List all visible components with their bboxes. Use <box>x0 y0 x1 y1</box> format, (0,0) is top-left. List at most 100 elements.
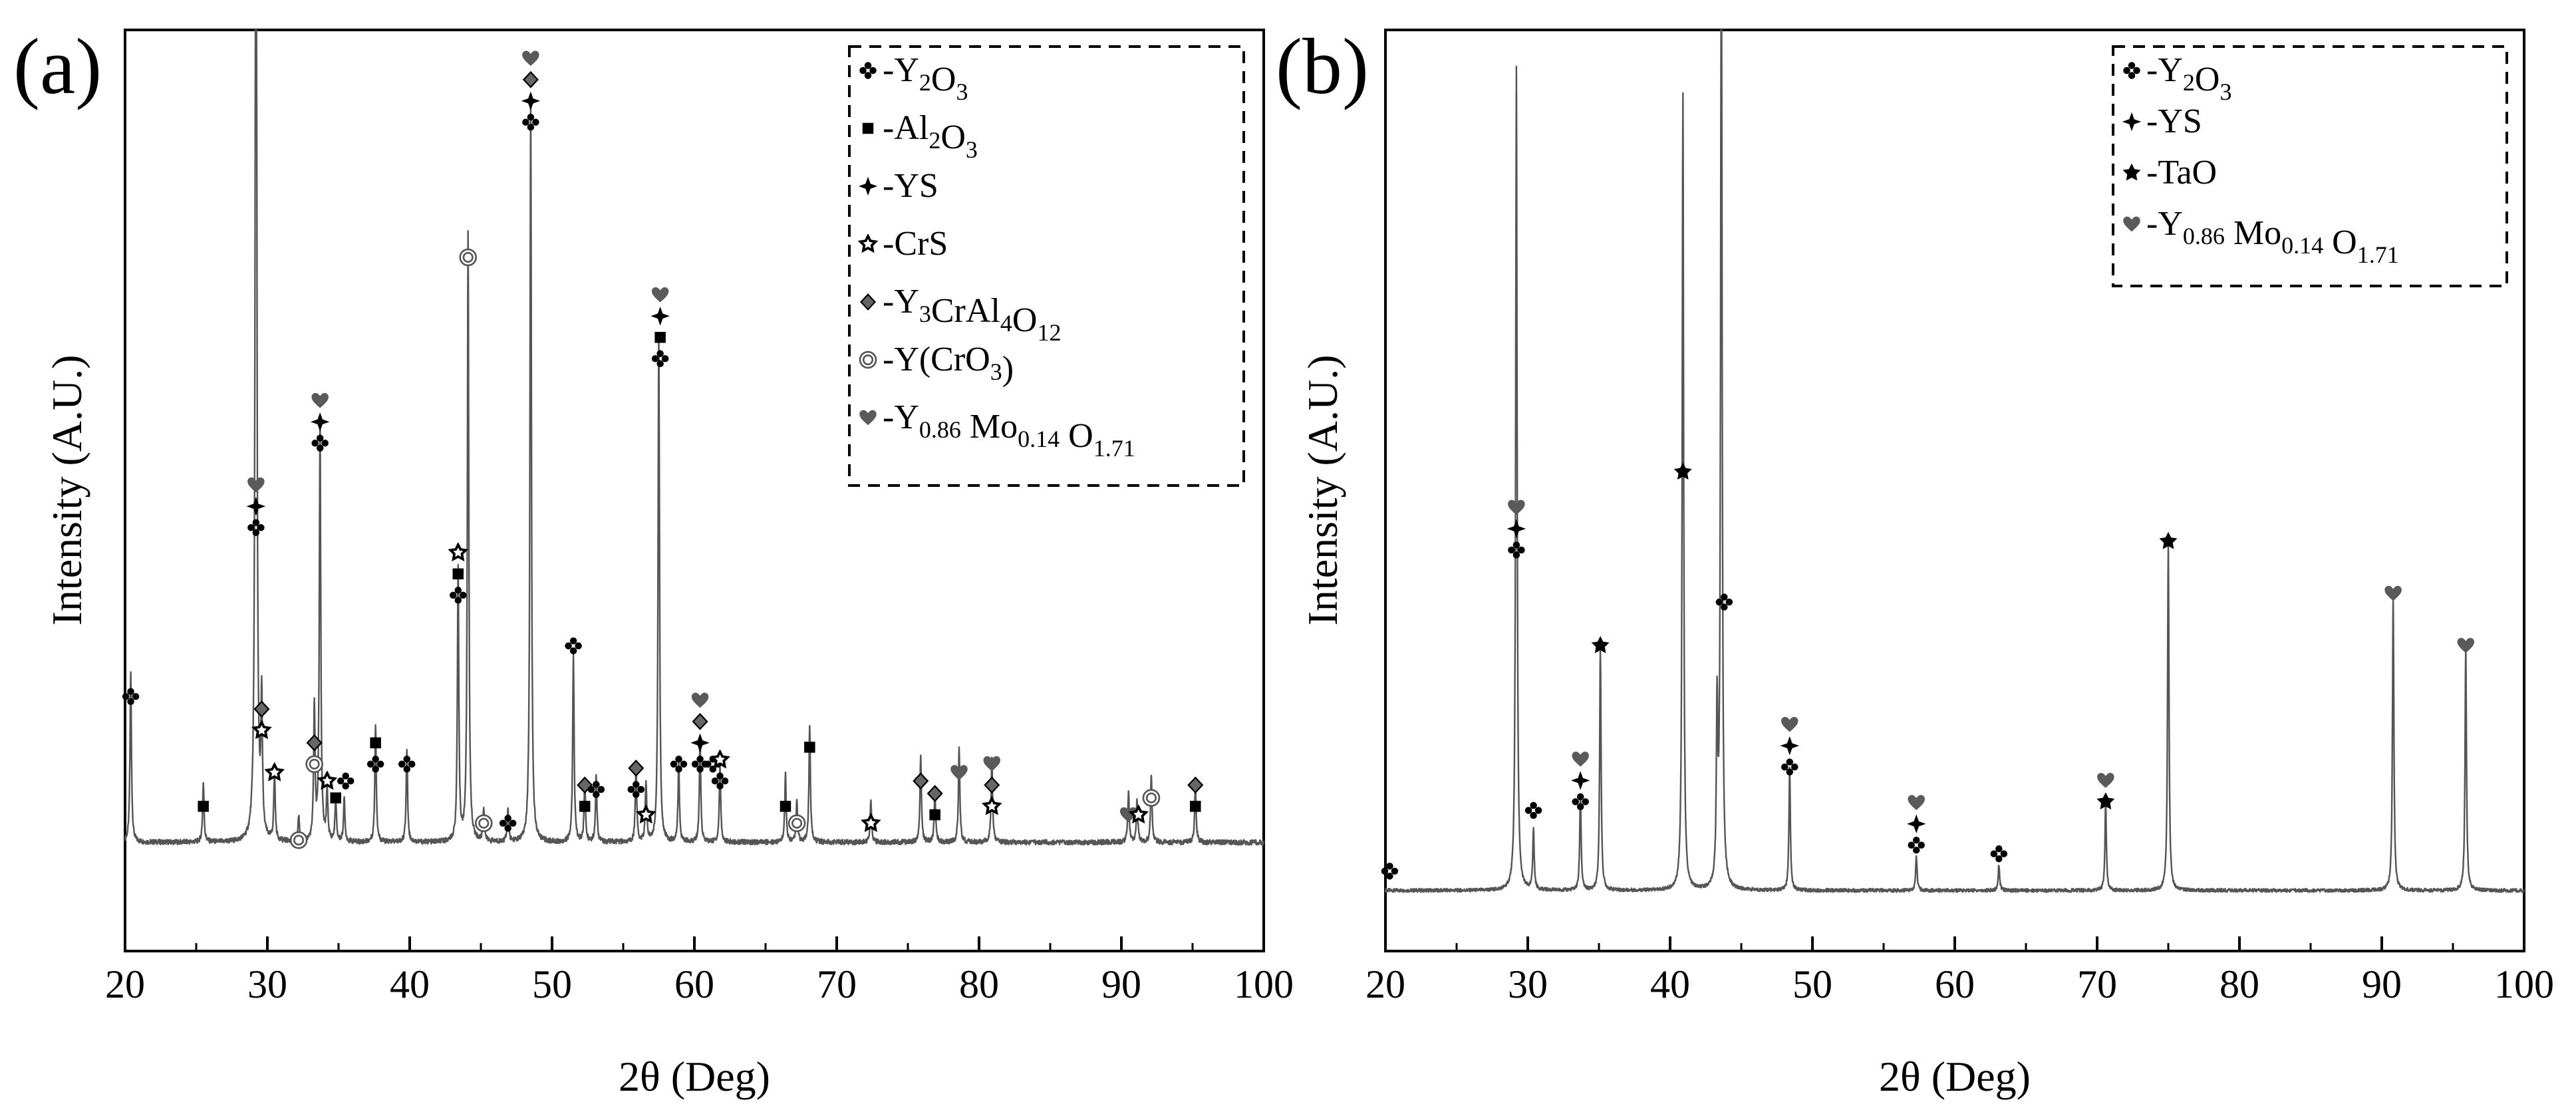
peak-marker-stack <box>1506 499 1526 559</box>
x-tick-label: 80 <box>2219 962 2259 1006</box>
peak-marker-stack <box>330 792 341 803</box>
peak-marker-stack <box>1142 789 1161 807</box>
peak-marker-stack <box>1381 863 1399 880</box>
legend-ring-icon <box>859 350 877 369</box>
peak-marker-stack <box>565 637 582 654</box>
panel-a-ylabel: Intensity (A.U.) <box>43 354 90 625</box>
cross-icon <box>499 815 517 832</box>
cross-icon <box>565 637 582 654</box>
peak-marker-stack <box>637 805 655 823</box>
square-icon <box>929 809 940 821</box>
peak-marker-stack <box>650 287 670 368</box>
panel-b-curve <box>1384 29 2525 893</box>
peak-marker-stack <box>265 763 283 781</box>
peak-marker-stack <box>2384 585 2402 601</box>
legend-entry: -Y2O3 <box>859 51 968 105</box>
legend-entry: -Y(CrO3) <box>859 341 1014 388</box>
x-tick-label: 40 <box>390 962 430 1006</box>
heart-icon <box>2097 773 2114 788</box>
peak-marker-stack <box>198 801 209 812</box>
peak-marker-stack <box>913 772 929 789</box>
panel-b-ylabel: Intensity (A.U.) <box>1299 354 1346 625</box>
legend-label: -Y2O3 <box>883 51 968 105</box>
ring-icon <box>474 814 493 833</box>
legend-label: -Y0.86 Mo0.14 O1.71 <box>883 398 1135 462</box>
peak-marker-stack <box>690 692 710 773</box>
diamond-icon <box>913 772 929 789</box>
xrd-pattern-line <box>1384 29 2525 893</box>
star4-icon <box>1570 771 1590 790</box>
cross-icon <box>1508 541 1525 559</box>
heart-icon <box>522 51 539 66</box>
star4-icon <box>521 91 541 110</box>
legend-entry: -TaO <box>2122 154 2217 192</box>
panel-a-curve <box>124 29 1265 846</box>
square-icon <box>370 737 381 749</box>
legend-label: -Y2O3 <box>2146 51 2231 105</box>
peak-marker-stack <box>1715 593 1733 611</box>
legend-label: -Y3CrAl4O12 <box>883 283 1061 346</box>
legend-label: -Y(CrO3) <box>883 341 1014 388</box>
panel-b: (b) 20 30 40 50 60 70 80 90 100 2θ (Deg) Intensi… <box>1276 22 2554 1100</box>
peak-marker-stack <box>804 742 815 753</box>
peak-marker-stack <box>982 756 1001 815</box>
star4-icon <box>1780 736 1800 756</box>
cross-icon <box>1908 836 1925 854</box>
star5open-icon <box>265 763 283 781</box>
x-tick-label: 90 <box>1101 962 1141 1006</box>
peak-marker-stack <box>337 772 355 790</box>
star5open-icon <box>862 813 880 831</box>
peak-marker-stack <box>1524 801 1542 819</box>
star5open-icon <box>449 543 468 561</box>
x-tick-label: 100 <box>1234 962 1294 1006</box>
legend-entry: -Al2O3 <box>862 109 978 163</box>
x-tick-label: 40 <box>1650 962 1690 1006</box>
legend-entry: -Y2O3 <box>2123 51 2231 105</box>
peak-marker-stack <box>780 801 791 812</box>
square-icon <box>330 792 341 803</box>
diamond-icon <box>984 777 1000 793</box>
star4-icon <box>650 307 670 326</box>
legend-label: -YS <box>2146 102 2202 140</box>
x-tick-label: 20 <box>105 962 145 1006</box>
cross-icon <box>1990 845 2008 863</box>
panel-a: (a) 20 30 40 50 60 70 80 90 100 2θ (Deg) Intensi… <box>13 22 1294 1100</box>
heart-icon <box>651 287 669 303</box>
star5open-icon <box>711 750 729 768</box>
x-tick-label: 70 <box>2077 962 2117 1006</box>
cross-icon <box>1715 593 1733 611</box>
x-tick-label: 50 <box>532 962 572 1006</box>
square-icon <box>579 801 591 812</box>
legend-label: -Al2O3 <box>883 109 978 163</box>
x-tick-label: 70 <box>817 962 857 1006</box>
diamond-icon <box>628 760 644 777</box>
legend-entry: -CrS <box>859 225 948 263</box>
panel-a-label: (a) <box>13 22 102 110</box>
star5open-icon <box>982 797 1001 815</box>
cross-icon <box>1381 863 1399 880</box>
peak-marker-stack <box>499 815 517 832</box>
panel-b-markers <box>1381 462 2475 880</box>
legend-entry: -Y0.86 Mo0.14 O1.71 <box>859 398 1135 462</box>
x-tick-label: 100 <box>2494 962 2554 1006</box>
x-tick-label: 90 <box>2362 962 2402 1006</box>
legend-entry: -YS <box>2122 102 2202 140</box>
star4-icon <box>1506 519 1526 539</box>
legend-square-icon <box>862 122 874 134</box>
x-tick-label: 30 <box>1508 962 1548 1006</box>
heart-icon <box>1508 499 1525 515</box>
peak-marker-stack <box>787 814 806 833</box>
cross-icon <box>651 350 669 368</box>
peak-marker-stack <box>459 248 478 267</box>
heart-icon <box>2384 585 2402 601</box>
star5-icon <box>1673 462 1692 480</box>
heart-icon <box>2457 638 2475 653</box>
star4-icon <box>690 733 710 753</box>
peak-marker-stack <box>521 51 541 131</box>
heart-icon <box>1572 752 1589 767</box>
x-tick-label: 80 <box>959 962 999 1006</box>
legend-label: -TaO <box>2146 154 2217 192</box>
square-icon <box>780 801 791 812</box>
peak-marker-stack <box>289 831 308 849</box>
